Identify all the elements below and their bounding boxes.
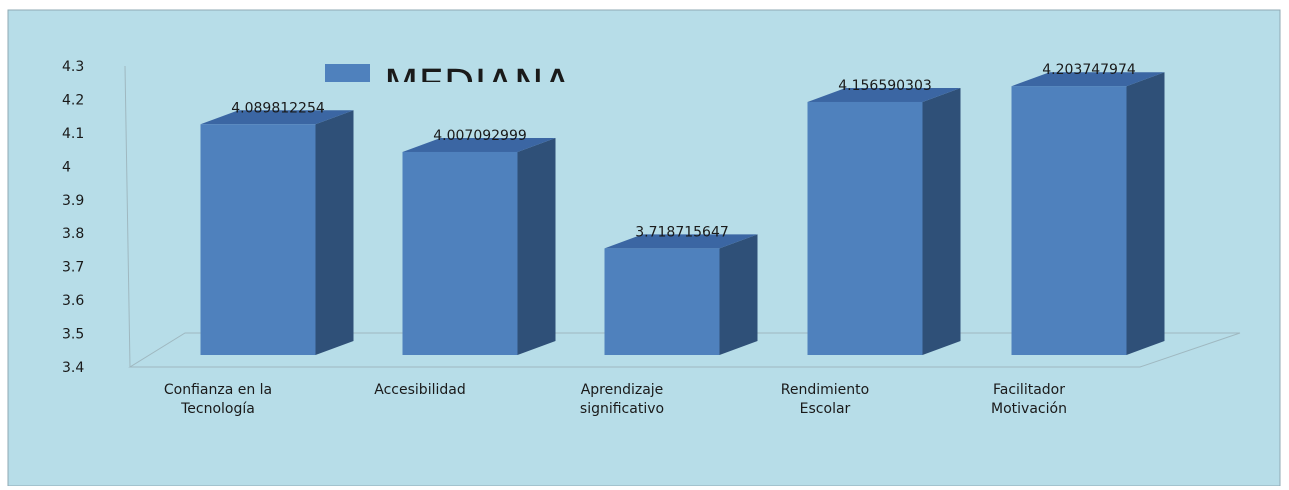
y-tick-label: 4.3 bbox=[62, 59, 84, 75]
bar-front bbox=[1011, 86, 1127, 356]
y-tick-label: 4 bbox=[62, 159, 71, 175]
bar-top bbox=[604, 234, 758, 249]
y-tick-label: 4.2 bbox=[62, 92, 84, 108]
x-tick-label: Confianza en la Tecnología bbox=[164, 382, 272, 417]
y-tick-label: 3.6 bbox=[62, 293, 84, 309]
bar-side bbox=[517, 137, 556, 355]
bar bbox=[200, 110, 354, 355]
y-tick-label: 3.9 bbox=[62, 193, 84, 209]
legend-swatch bbox=[325, 64, 370, 82]
x-tick-label: Rendimiento Escolar bbox=[781, 382, 869, 417]
legend-label: MEDIANA bbox=[384, 62, 572, 108]
x-tick-label-line: significativo bbox=[580, 401, 664, 417]
bar-front bbox=[402, 151, 518, 355]
bar-side bbox=[1126, 72, 1165, 356]
bar bbox=[807, 87, 961, 355]
x-tick-label-line: Motivación bbox=[991, 401, 1067, 417]
x-tick-label-line: Confianza en la bbox=[164, 382, 272, 398]
bar-top bbox=[402, 137, 556, 152]
bar bbox=[604, 234, 758, 355]
y-tick-label: 3.4 bbox=[62, 360, 84, 376]
bar-side bbox=[922, 87, 961, 355]
legend: MEDIANA bbox=[325, 62, 572, 108]
bar-front bbox=[604, 248, 720, 355]
x-tick-label-line: Facilitador bbox=[993, 382, 1065, 398]
bar bbox=[402, 137, 556, 355]
x-tick-label-line: Escolar bbox=[800, 401, 851, 417]
value-label: 4.089812254 bbox=[231, 100, 325, 116]
x-tick-label-line: Tecnología bbox=[180, 401, 255, 417]
bar-side bbox=[719, 234, 758, 355]
x-tick-label: Aprendizaje significativo bbox=[580, 382, 664, 417]
x-tick-label: Facilitador Motivación bbox=[991, 382, 1067, 417]
y-tick-label: 4.1 bbox=[62, 126, 84, 142]
x-tick-label-line: Accesibilidad bbox=[374, 382, 465, 398]
y-axis bbox=[124, 65, 131, 368]
bar-side bbox=[315, 110, 354, 355]
bar-top bbox=[807, 87, 961, 102]
x-tick-label-line: Rendimiento bbox=[781, 382, 869, 398]
bar-top bbox=[200, 110, 354, 125]
x-tick-label-line: Aprendizaje bbox=[581, 382, 664, 398]
y-tick-label: 3.8 bbox=[62, 226, 84, 242]
value-label: 3.718715647 bbox=[635, 224, 729, 240]
bar-front bbox=[200, 124, 316, 355]
x-tick-label: Accesibilidad bbox=[374, 382, 465, 398]
value-label: 4.203747974 bbox=[1042, 62, 1136, 78]
value-label: 4.007092999 bbox=[433, 128, 527, 144]
value-label: 4.156590303 bbox=[838, 78, 932, 94]
y-tick-label: 3.7 bbox=[62, 260, 84, 276]
bar bbox=[1011, 72, 1165, 356]
bar-front bbox=[807, 101, 923, 355]
floor bbox=[128, 332, 1241, 368]
bar-top bbox=[1011, 72, 1165, 87]
y-tick-label: 3.5 bbox=[62, 327, 84, 343]
